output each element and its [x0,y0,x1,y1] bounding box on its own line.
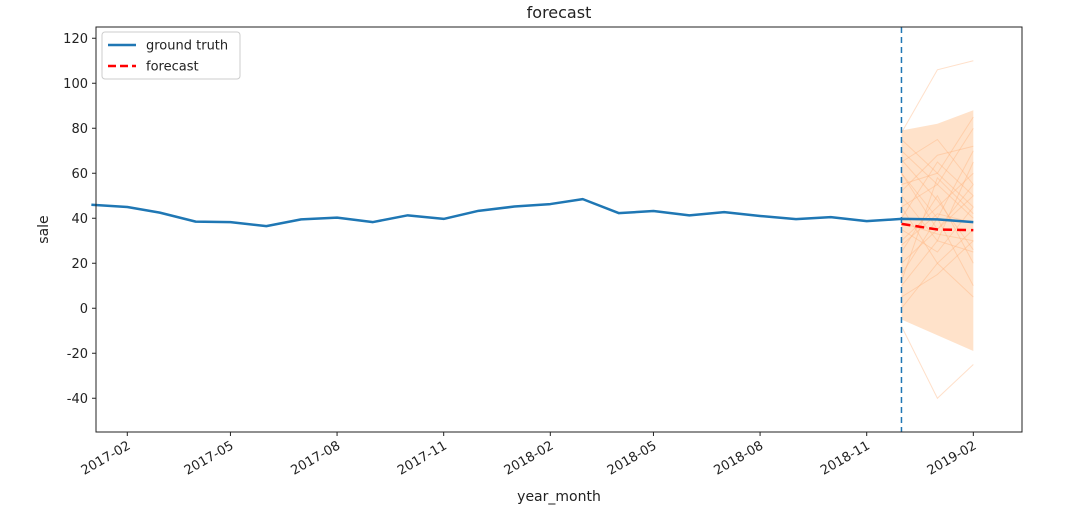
y-tick-label: 120 [63,32,88,47]
y-tick-label: 60 [71,167,88,182]
sample-path [901,240,974,287]
x-tick-label: 2017-02 [79,438,134,478]
sample-path [901,172,974,242]
series-line-ground-truth [91,197,974,228]
sample-path [901,326,974,400]
x-tick-label: 2019-02 [925,438,980,478]
y-axis-label: sale [36,215,52,243]
sample-path [901,145,974,192]
x-tick-label: 2018-02 [502,438,557,478]
x-tick-label: 2018-11 [818,438,873,478]
sample-path [901,262,974,309]
sample-path [901,159,974,251]
legend: ground truth forecast [101,31,241,80]
sample-path [901,116,974,175]
chart-title: forecast [527,3,592,22]
sample-path [901,213,974,246]
y-tick-label: 0 [80,302,88,317]
sample-path [901,183,974,219]
y-tick-label: 40 [71,212,88,227]
x-axis-label: year_month [517,489,601,505]
plot-area: -40 -20 0 20 40 60 80 100 120 2017-02 2017-05 2017-… [63,26,1023,479]
sample-path [901,172,974,208]
y-tick-label: -20 [67,347,88,362]
y-tick-label: 100 [63,77,88,92]
x-tick-label: 2018-08 [712,438,767,478]
axes-frame [95,26,1023,433]
y-tick-label: -40 [67,392,88,407]
x-tick-label: 2018-05 [605,438,660,478]
sample-path [901,222,974,242]
sample-path [901,194,974,264]
sample-path [901,240,974,298]
legend-box [101,31,241,80]
x-tick-label: 2017-08 [289,438,344,478]
y-tick-label: 80 [71,122,88,137]
sample-path [900,176,974,282]
x-tick-label: 2017-05 [182,438,237,478]
sample-path [901,161,974,242]
sample-path [901,60,974,133]
y-tick-label: 20 [71,257,88,272]
x-tick-label: 2017-11 [395,438,450,478]
series-line-forecast [901,222,974,232]
sample-path [901,161,974,219]
legend-label-forecast: forecast [146,60,199,75]
sample-path [901,206,974,265]
legend-label-ground-truth: ground truth [146,39,228,54]
sample-path [901,138,974,185]
sample-path [901,127,974,186]
